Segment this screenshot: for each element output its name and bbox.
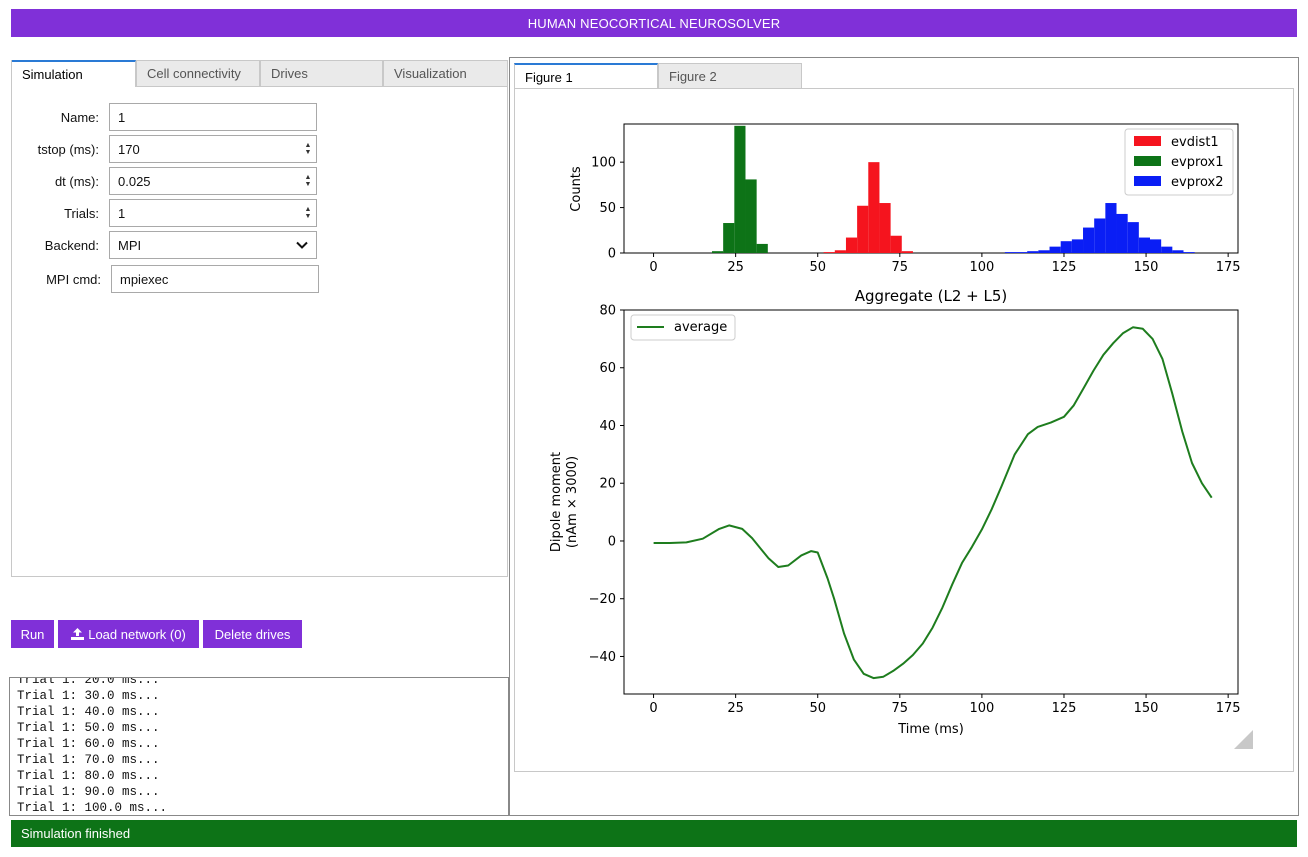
- tstop-stepper-icon[interactable]: ▲ ▼: [304, 142, 312, 156]
- log-line: Trial 1: 50.0 ms...: [17, 721, 160, 735]
- backend-row: Backend: MPI: [11, 231, 317, 259]
- trials-input[interactable]: 1 ▲ ▼: [109, 199, 317, 227]
- left-tab-bar: Simulation Cell connectivity Drives Visu…: [11, 60, 508, 87]
- name-input[interactable]: 1: [109, 103, 317, 131]
- log-line: Trial 1: 100.0 ms...: [17, 801, 168, 815]
- log-line: Trial 1: 40.0 ms...: [17, 705, 160, 719]
- backend-select[interactable]: MPI: [109, 231, 317, 259]
- dt-label: dt (ms):: [54, 173, 99, 189]
- run-button-label: Run: [20, 626, 45, 642]
- app-header: HUMAN NEOCORTICAL NEUROSOLVER: [11, 9, 1297, 37]
- log-line: Trial 1: 60.0 ms...: [17, 737, 160, 751]
- app-title: HUMAN NEOCORTICAL NEUROSOLVER: [527, 15, 781, 31]
- log-line: Trial 1: 80.0 ms...: [17, 769, 160, 783]
- simulation-panel: [11, 60, 508, 577]
- delete-drives-button[interactable]: Delete drives: [203, 620, 302, 648]
- mpicmd-value: mpiexec: [120, 271, 169, 287]
- mpicmd-input[interactable]: mpiexec: [111, 265, 319, 293]
- log-line: Trial 1: 90.0 ms...: [17, 785, 160, 799]
- log-line: Trial 1: 70.0 ms...: [17, 753, 160, 767]
- figure-tab-bar: Figure 1 Figure 2: [514, 63, 802, 89]
- log-line: Trial 1: 20.0 ms...: [17, 677, 160, 687]
- log-line: Trial 1: 30.0 ms...: [17, 689, 160, 703]
- tab-figure-2[interactable]: Figure 2: [658, 63, 802, 89]
- tstop-label: tstop (ms):: [37, 141, 99, 157]
- backend-label: Backend:: [44, 237, 99, 253]
- name-row: Name: 1: [11, 103, 317, 131]
- backend-value: MPI: [118, 237, 142, 253]
- simulation-log[interactable]: Trial 1: 20.0 ms... Trial 1: 30.0 ms... …: [9, 677, 509, 816]
- tab-drives[interactable]: Drives: [260, 60, 383, 87]
- trials-label: Trials:: [64, 205, 99, 221]
- name-label: Name:: [60, 109, 99, 125]
- name-value: 1: [118, 109, 126, 125]
- tab-figure-1[interactable]: Figure 1: [514, 63, 658, 89]
- figure-panel: [509, 57, 1299, 816]
- mpicmd-row: MPI cmd: mpiexec: [11, 265, 319, 293]
- tstop-value: 170: [118, 141, 140, 157]
- tab-visualization[interactable]: Visualization: [383, 60, 508, 87]
- figure-canvas: [514, 88, 1294, 772]
- load-network-label: Load network (0): [88, 626, 186, 642]
- dt-input[interactable]: 0.025 ▲ ▼: [109, 167, 317, 195]
- dt-value: 0.025: [118, 173, 151, 189]
- trials-stepper-icon[interactable]: ▲ ▼: [304, 206, 312, 220]
- tab-simulation[interactable]: Simulation: [11, 60, 136, 87]
- run-button[interactable]: Run: [11, 620, 54, 648]
- trials-row: Trials: 1 ▲ ▼: [11, 199, 317, 227]
- tstop-input[interactable]: 170 ▲ ▼: [109, 135, 317, 163]
- status-text: Simulation finished: [21, 826, 131, 841]
- tstop-row: tstop (ms): 170 ▲ ▼: [11, 135, 317, 163]
- delete-drives-label: Delete drives: [214, 626, 291, 642]
- tab-cell-connectivity[interactable]: Cell connectivity: [136, 60, 260, 87]
- trials-value: 1: [118, 205, 126, 221]
- status-bar: Simulation finished: [11, 820, 1297, 847]
- chevron-down-icon: [296, 241, 308, 249]
- upload-icon: [71, 628, 85, 640]
- dt-row: dt (ms): 0.025 ▲ ▼: [11, 167, 317, 195]
- dt-stepper-icon[interactable]: ▲ ▼: [304, 174, 312, 188]
- mpicmd-label: MPI cmd:: [46, 271, 101, 287]
- load-network-button[interactable]: Load network (0): [58, 620, 199, 648]
